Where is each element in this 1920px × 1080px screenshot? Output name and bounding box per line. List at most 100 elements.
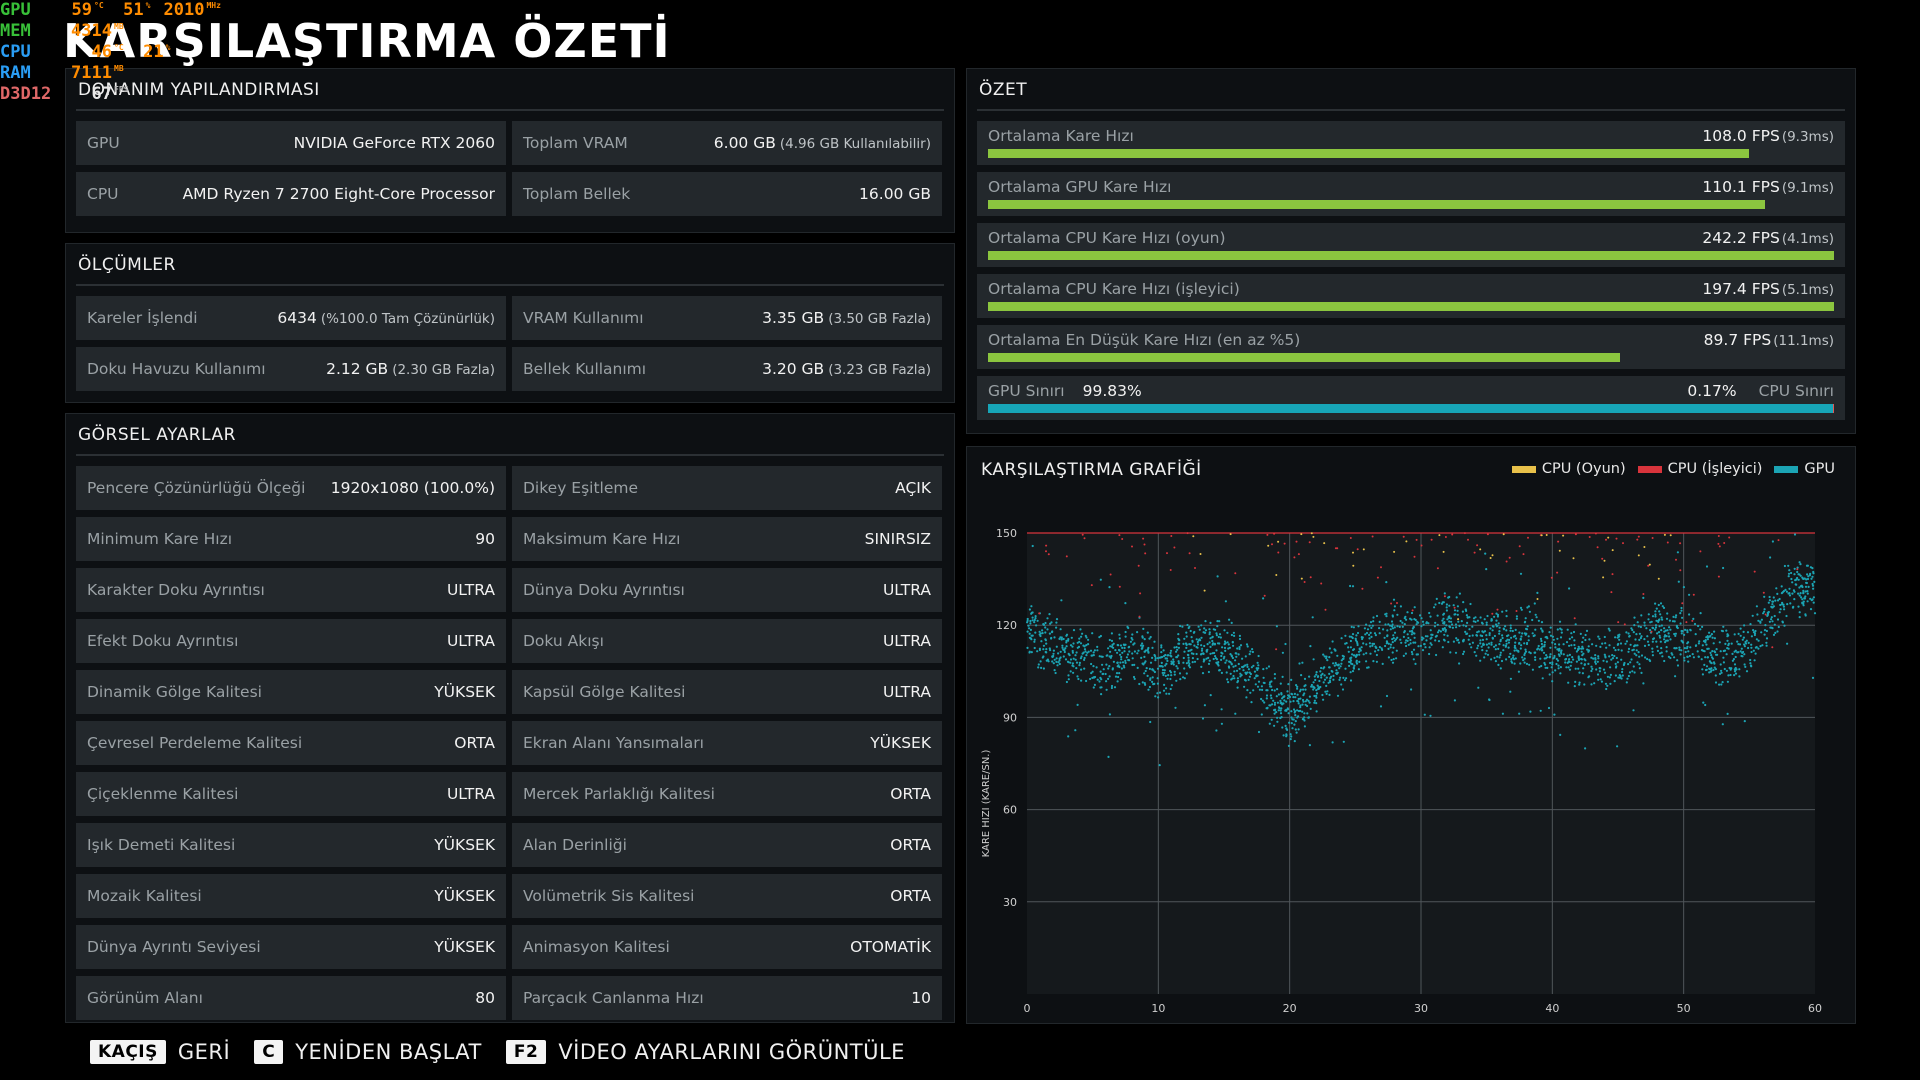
gpu-point xyxy=(1703,663,1706,666)
gpu-point xyxy=(1142,644,1145,647)
item-sub: (4.96 GB Kullanılabilir) xyxy=(779,136,931,152)
gpu-point xyxy=(1303,712,1306,715)
gpu-point xyxy=(1771,540,1774,543)
gpu-point xyxy=(1575,660,1578,663)
gpu-point xyxy=(1713,630,1716,633)
gpu-point xyxy=(1056,664,1059,667)
gpu-point xyxy=(1504,625,1507,628)
gpu-point xyxy=(1615,665,1618,668)
gpu-point xyxy=(1436,614,1439,617)
gpu-point xyxy=(1529,710,1532,713)
gpu-point xyxy=(1332,678,1335,681)
gpu-point xyxy=(1236,686,1239,689)
gpu-point xyxy=(1686,629,1689,632)
visual-settings-title: GÖRSEL AYARLAR xyxy=(76,414,944,456)
gpu-point xyxy=(1471,625,1474,628)
gpu-point xyxy=(1633,624,1636,627)
gpu-point xyxy=(1707,647,1710,650)
gpu-point xyxy=(1096,678,1099,681)
setting-value: SINIRSIZ xyxy=(864,530,931,548)
gpu-point xyxy=(1050,631,1054,634)
cpu-render-point xyxy=(1303,581,1306,583)
gpu-point xyxy=(1308,701,1311,704)
gpu-point xyxy=(1466,616,1469,619)
gpu-point xyxy=(1636,644,1639,647)
gpu-point xyxy=(1434,639,1437,642)
gpu-point xyxy=(1242,669,1245,672)
gpu-point xyxy=(1275,711,1278,714)
gpu-point xyxy=(1207,662,1211,665)
gpu-point xyxy=(1470,646,1473,649)
gpu-point xyxy=(1538,665,1541,669)
gpu-point xyxy=(1716,653,1719,656)
gpu-point xyxy=(1448,620,1451,623)
gpu-point xyxy=(1514,628,1517,631)
gpu-point xyxy=(1774,631,1777,634)
gpu-point xyxy=(1792,589,1795,592)
cpu-game-point xyxy=(1312,535,1315,538)
gpu-point xyxy=(1638,655,1641,658)
gpu-point xyxy=(1566,654,1569,657)
gpu-point xyxy=(1208,641,1211,644)
gpu-point xyxy=(1177,660,1180,663)
gpu-point xyxy=(1161,655,1164,659)
setting-value: ORTA xyxy=(890,785,931,803)
gpu-point xyxy=(1497,647,1500,650)
gpu-point xyxy=(1364,633,1367,636)
gpu-point xyxy=(1663,659,1666,663)
gpu-point xyxy=(1207,670,1210,674)
gpu-point xyxy=(1620,677,1623,680)
gpu-point xyxy=(1803,597,1806,600)
restart-button[interactable]: C YENİDEN BAŞLAT xyxy=(254,1040,482,1064)
cpu-render-point xyxy=(1371,535,1374,538)
gpu-point xyxy=(1533,651,1536,654)
gpu-point xyxy=(1618,633,1621,636)
summary-bar xyxy=(988,200,1834,209)
gpu-point xyxy=(1071,662,1074,665)
view-video-settings-button[interactable]: F2 VİDEO AYARLARINI GÖRÜNTÜLE xyxy=(505,1040,905,1064)
item-sub: (%100.0 Tam Çözünürlük) xyxy=(320,311,495,327)
gpu-point xyxy=(1250,666,1253,669)
gpu-point xyxy=(1399,619,1402,623)
gpu-point xyxy=(1189,629,1192,633)
gpu-point xyxy=(1392,598,1396,601)
gpu-point xyxy=(1237,653,1240,656)
gpu-point xyxy=(1268,704,1271,707)
gpu-point xyxy=(1026,630,1029,633)
gpu-point xyxy=(1495,625,1498,628)
back-button[interactable]: KAÇIŞ GERİ xyxy=(90,1040,230,1064)
summary-row: Ortalama En Düşük Kare Hızı (en az %5) 89… xyxy=(977,325,1845,369)
gpu-point xyxy=(1502,649,1505,652)
graph-panel: KARŞILAŞTIRMA GRAFİĞİ CPU (Oyun) CPU (İş… xyxy=(966,446,1856,1024)
gpu-point xyxy=(1583,683,1586,686)
gpu-point xyxy=(1753,659,1756,662)
gpu-point xyxy=(1729,668,1732,671)
gpu-point xyxy=(1384,644,1387,648)
gpu-point xyxy=(1701,673,1704,676)
gpu-point xyxy=(1654,628,1657,631)
gpu-point xyxy=(1515,637,1518,640)
gpu-point xyxy=(1173,670,1176,673)
gpu-point xyxy=(1718,683,1721,686)
gpu-point xyxy=(1044,631,1047,634)
gpu-point xyxy=(1299,704,1302,707)
gpu-point xyxy=(1805,564,1809,567)
gpu-point xyxy=(1131,663,1134,667)
gpu-point xyxy=(1058,662,1061,666)
gpu-point xyxy=(1434,635,1437,638)
setting-label: Maksimum Kare Hızı xyxy=(523,530,681,548)
gpu-point xyxy=(1599,678,1602,681)
gpu-point xyxy=(1304,684,1307,687)
setting-label: Animasyon Kalitesi xyxy=(523,938,670,956)
visual-setting-item: Dünya Doku Ayrıntısı ULTRA xyxy=(512,568,942,612)
gpu-point xyxy=(1348,635,1351,638)
gpu-point xyxy=(1785,614,1788,618)
gpu-point xyxy=(1273,689,1276,692)
gpu-point xyxy=(1133,642,1136,645)
gpu-point xyxy=(1425,621,1428,624)
gpu-point xyxy=(1560,652,1563,655)
gpu-point xyxy=(1304,700,1307,703)
gpu-point xyxy=(1673,656,1676,659)
gpu-point xyxy=(1445,609,1448,612)
gpu-point xyxy=(1037,663,1040,666)
